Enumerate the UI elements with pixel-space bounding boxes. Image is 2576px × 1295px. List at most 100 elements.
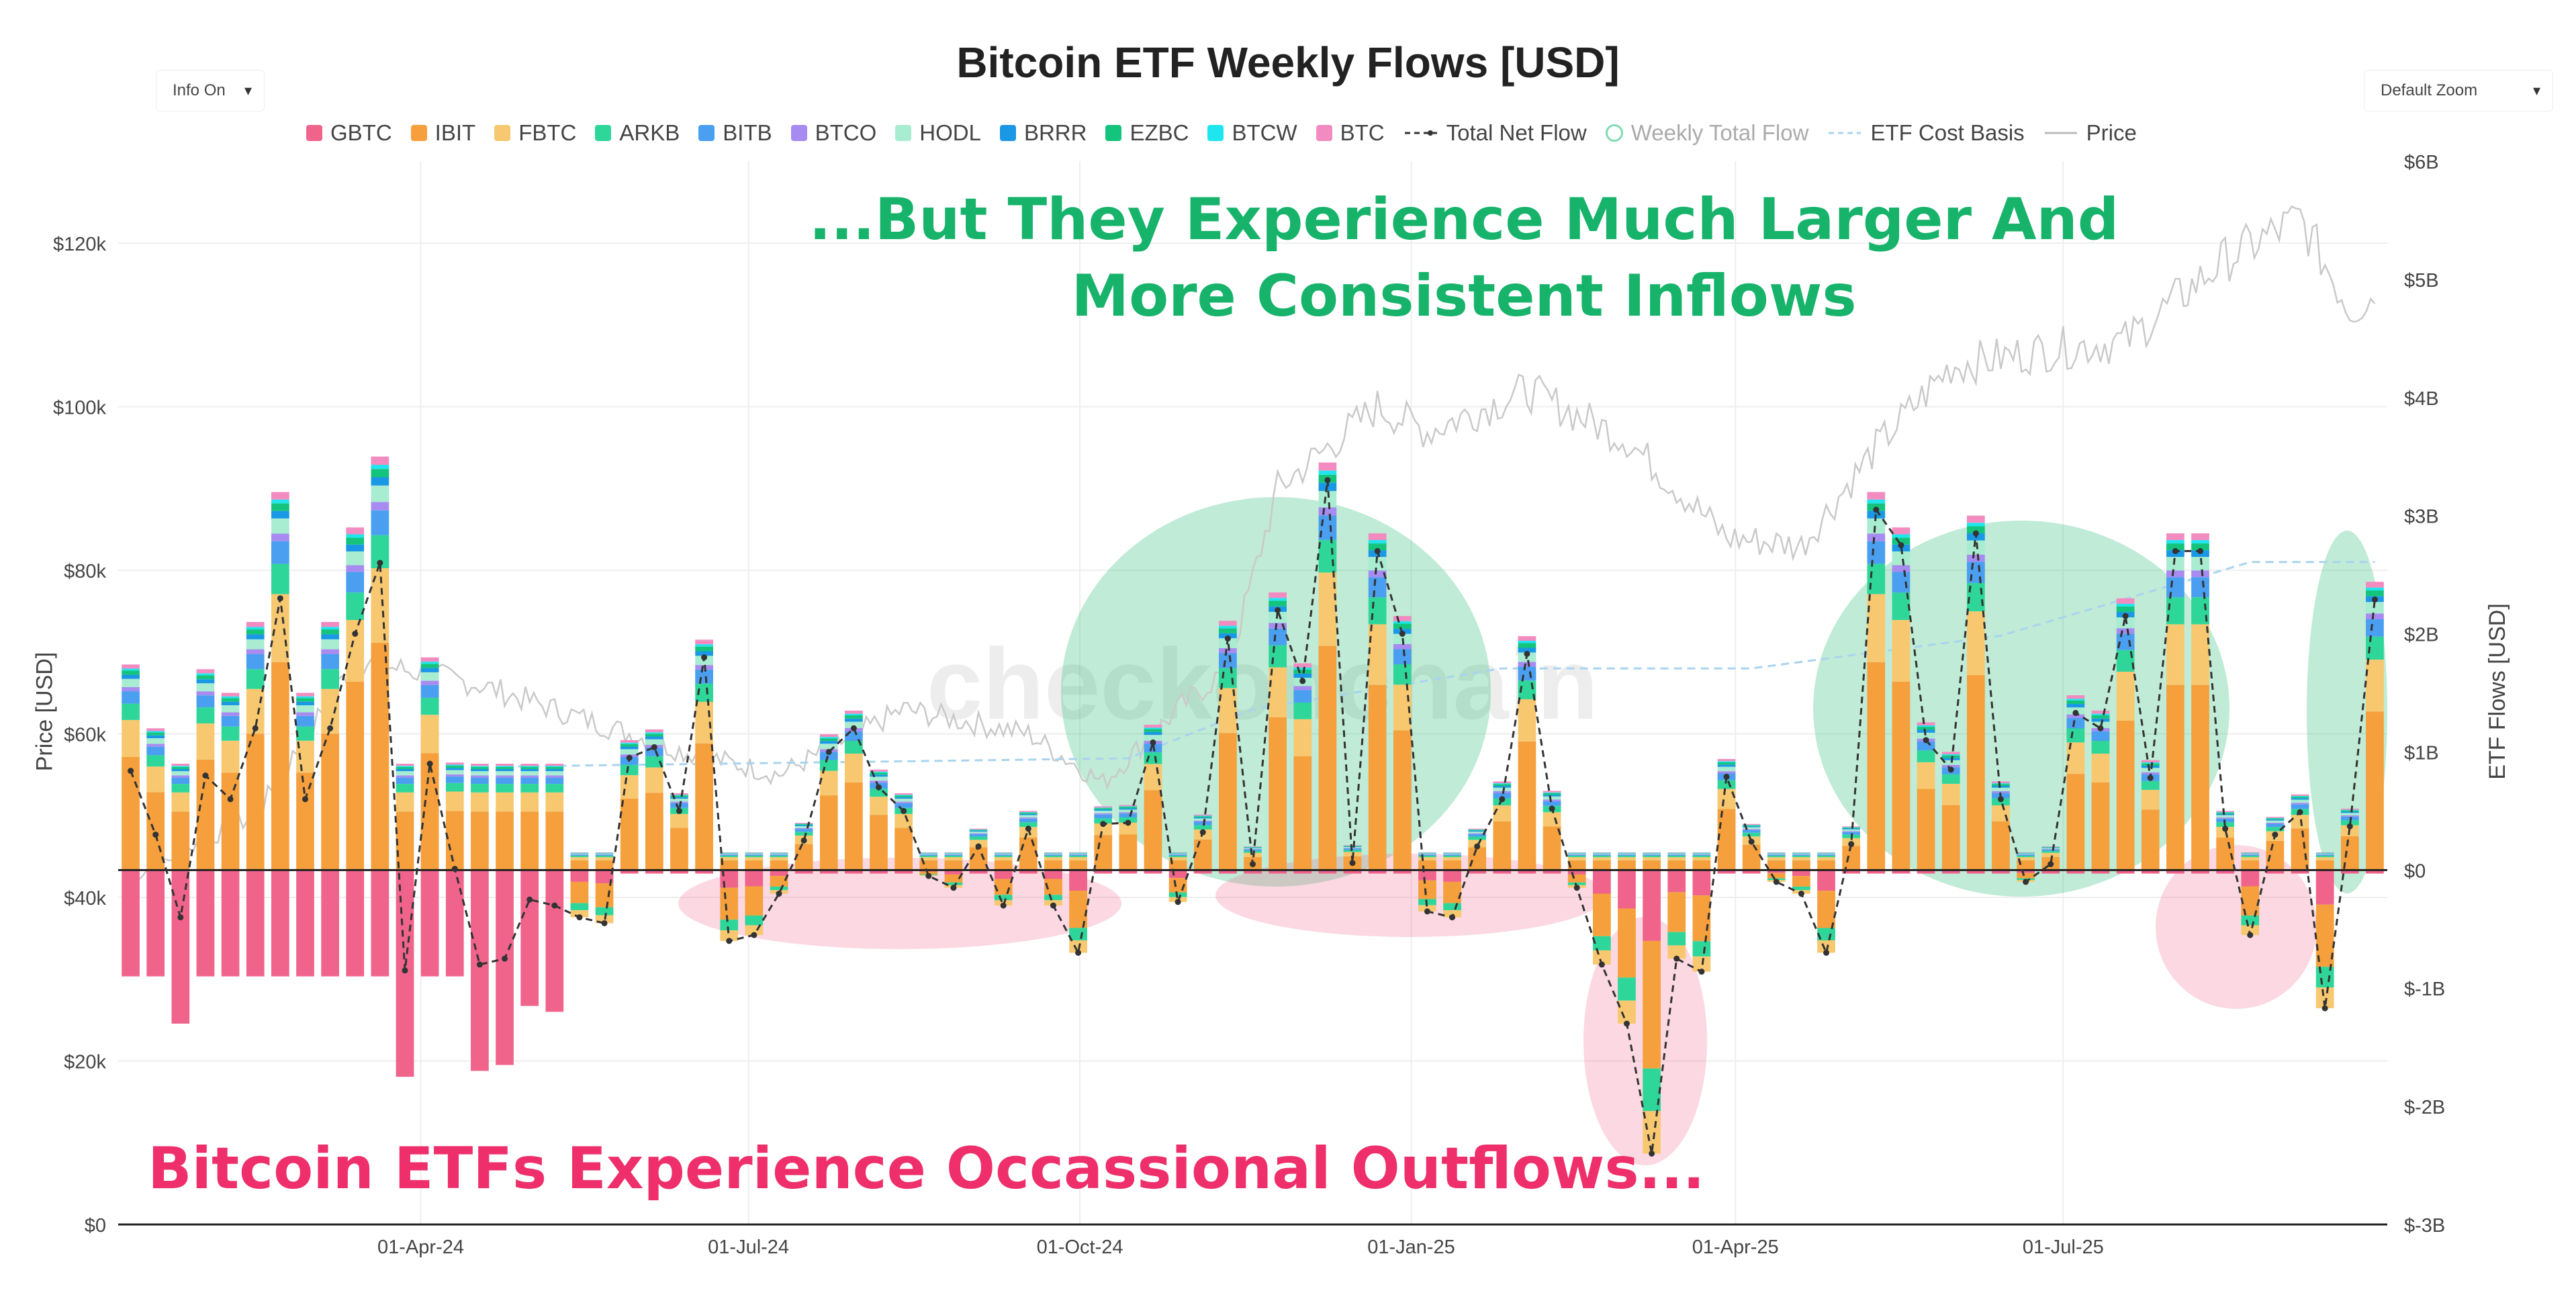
bar-segment-btcw [2216,812,2235,813]
net-flow-point [1424,908,1430,915]
net-flow-point [1025,825,1031,832]
bar-segment-arkb [1592,936,1611,950]
bar-segment-btc [620,740,639,743]
bar-segment-fbtc [2091,753,2110,783]
legend-item-fbtc[interactable]: FBTC [494,120,576,146]
bar-segment-ezbc [1767,852,1786,854]
bar-segment-btco [1094,813,1113,815]
legend-item-brrr[interactable]: BRRR [999,120,1087,146]
bar-segment-btco [2066,714,2085,718]
net-flow-point [227,796,234,803]
bar-segment-bitb [1692,854,1711,856]
legend-item-btco[interactable]: BTCO [790,120,876,146]
bar-segment-btco [2340,815,2359,817]
net-flow-point [302,796,308,803]
legend-item-ezbc[interactable]: EZBC [1105,120,1189,146]
bar-segment-ibit [171,811,190,870]
legend-item-btc[interactable]: BTC [1316,120,1385,146]
bar-segment-btcw [2166,540,2184,544]
bar-segment-brrr [520,768,539,772]
bar-segment-arkb [2017,855,2035,858]
bar-segment-hodl [1966,540,1985,555]
bar-segment-arkb [1244,850,1262,853]
bar-segment-fbtc [171,792,190,812]
bar-segment-arkb [1618,977,1636,1001]
bar-segment-bitb [1468,834,1487,837]
bar-segment-btc [1667,852,1686,853]
bar-segment-btco [894,801,913,803]
bar-segment-fbtc [1692,857,1711,860]
bar-segment-btc [2066,695,2085,699]
legend-item-etf-cost-basis[interactable]: ETF Cost Basis [1827,120,2025,146]
bar-segment-gbtc [196,870,215,977]
legend-item-btcw[interactable]: BTCW [1207,120,1297,146]
legend-item-gbtc[interactable]: GBTC [306,120,392,146]
bar-segment-ezbc [2291,797,2309,799]
bar-segment-gbtc [371,870,389,977]
bar-segment-brrr [1293,673,1312,678]
bar-segment-ibit [745,860,764,870]
bar-segment-arkb [1792,886,1810,891]
bar-segment-arkb [1468,836,1487,840]
legend-glyph [2044,132,2077,134]
legend-item-ibit[interactable]: IBIT [410,120,475,146]
legend-glyph [895,125,912,141]
bar-segment-gbtc [1219,870,1237,874]
legend-item-arkb[interactable]: ARKB [595,120,680,146]
net-flow-point [1299,678,1306,684]
bar-segment-hodl [845,721,863,729]
bar-segment-hodl [670,799,688,802]
bar-segment-brrr [770,853,788,854]
info-toggle-select[interactable]: Info On ▾ [156,70,265,111]
bar-segment-btco [1742,829,1761,830]
bar-segment-btc [1193,814,1212,816]
bar-segment-gbtc [1742,870,1761,874]
bar-segment-btcw [695,644,713,647]
bar-segment-hodl [2041,848,2060,850]
bar-segment-bitb [1592,854,1611,856]
bar-segment-fbtc [1667,857,1686,860]
bar-segment-arkb [122,703,140,720]
legend-item-total-net-flow[interactable]: Total Net Flow [1404,120,1587,146]
bar-segment-btco [1767,854,1786,855]
zoom-select[interactable]: Default Zoom ▾ [2364,70,2553,111]
bar-segment-arkb [171,784,190,793]
bar-segment-brrr [919,853,938,854]
net-flow-point [252,725,259,731]
bar-segment-fbtc [2141,789,2160,810]
bar-segment-ibit [819,795,838,870]
bar-segment-ezbc [894,795,913,797]
legend-glyph [698,125,715,141]
bar-segment-btcw [2366,587,2384,591]
bar-segment-arkb [794,832,813,836]
bar-segment-ibit [2266,840,2285,870]
bar-segment-gbtc [1168,870,1187,879]
bar-segment-btcw [2141,762,2160,764]
bar-segment-btc [471,764,489,766]
bar-segment-hodl [2191,557,2209,571]
bar-segment-gbtc [2340,870,2359,874]
bar-segment-ibit [1892,681,1911,870]
legend-item-weekly-total-flow[interactable]: Weekly Total Flow [1605,120,1808,146]
legend-item-hodl[interactable]: HODL [895,120,981,146]
bar-segment-btcw [1019,812,1038,813]
bar-segment-brrr [1618,853,1636,854]
bar-segment-arkb [1044,895,1062,901]
bar-segment-btco [1842,831,1861,832]
bar-segment-btc [520,764,539,766]
bar-segment-hodl [420,672,439,681]
bar-segment-btc [346,527,365,535]
legend-item-bitb[interactable]: BITB [698,120,772,146]
bar-segment-ibit [221,772,240,870]
bar-segment-btc [1044,852,1062,853]
bar-segment-ezbc [695,646,713,652]
bar-segment-btco [1393,643,1412,650]
net-flow-point [1649,1150,1655,1157]
bar-segment-fbtc [2315,857,2334,860]
bar-segment-btcw [496,766,514,767]
legend-item-price[interactable]: Price [2043,120,2137,146]
net-flow-point [751,932,757,938]
bar-segment-brrr [1792,853,1810,854]
bar-segment-ezbc [1269,600,1287,607]
bar-segment-ibit [870,815,888,870]
